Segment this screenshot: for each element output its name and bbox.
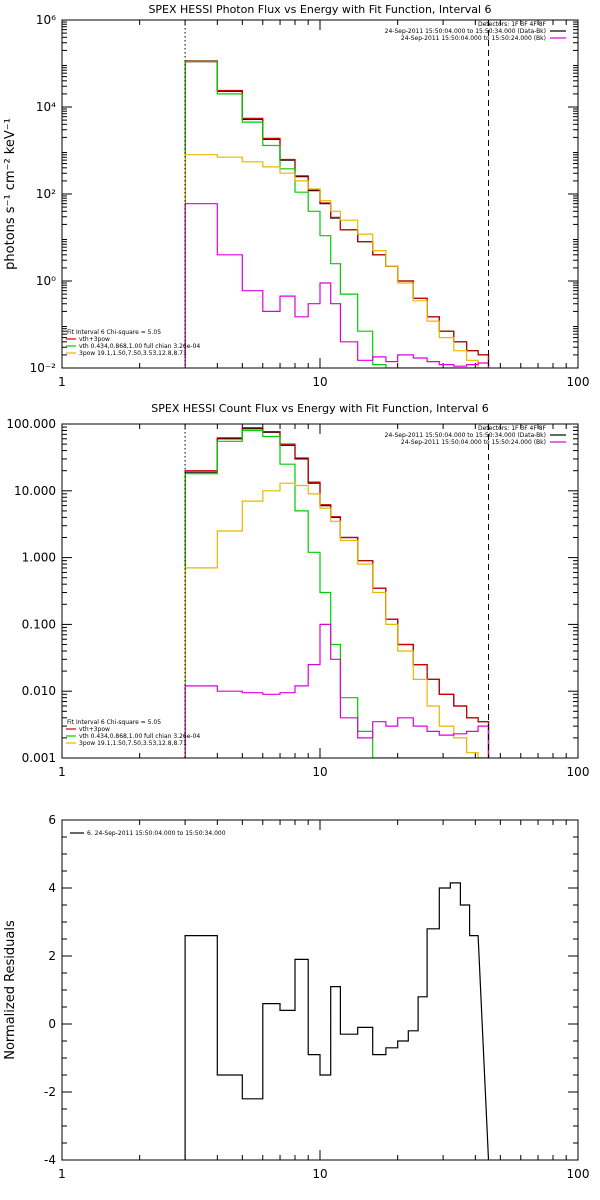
y-tick-label: -2 <box>44 1085 56 1099</box>
legend-top-entry: 24-Sep-2011 15:50:04.000 to 15:50:34.000… <box>385 28 546 35</box>
series-line-3 <box>184 60 489 368</box>
plot-frame <box>61 423 579 759</box>
y-tick-label: 6 <box>48 813 56 827</box>
series-group <box>184 882 490 1160</box>
chart-panel-2: SPEX HESSI Count Flux vs Energy with Fit… <box>6 402 589 779</box>
series-line-1 <box>184 882 490 1160</box>
y-tick-label: 10⁶ <box>36 13 56 27</box>
legend-bottom-entry: 3pow 19.1,1.50,7.50,3.53,12.8,8.71 <box>79 740 187 747</box>
x-tick-label: 1 <box>58 765 66 779</box>
plot-frame <box>61 819 579 1161</box>
legend-bottom-entry: Fit Interval 6 Chi-square = 5.05 <box>67 719 161 726</box>
y-tick-label: 10.000 <box>14 484 56 498</box>
legend-top-entry: 6. 24-Sep-2011 15:50:04.000 to 15:50:34.… <box>87 830 226 837</box>
y-axis-label: Normalized Residuals <box>3 920 18 1060</box>
legend-bottom-entry: vth+3pow <box>79 726 110 733</box>
series-line-4 <box>184 482 489 758</box>
chart-panel-1: SPEX HESSI Photon Flux vs Energy with Fi… <box>3 3 589 389</box>
y-tick-label: 0 <box>48 1017 56 1031</box>
series-line-1 <box>184 428 490 758</box>
series-line-5 <box>184 203 490 368</box>
legend-bottom-entry: Fit Interval 6 Chi-square = 5.05 <box>67 329 161 336</box>
y-tick-label: 10⁴ <box>36 100 56 114</box>
series-group <box>184 427 490 758</box>
plot-frame <box>61 19 579 369</box>
legend-top-entry: 24-Sep-2011 15:50:04.000 to 15:50:34.000… <box>385 432 546 439</box>
legend-bottom-entry: 3pow 19.1,1.50,7.50,3.53,12.8,8.71 <box>79 350 187 357</box>
y-axis-label: photons s⁻¹ cm⁻² keV⁻¹ <box>3 118 18 270</box>
y-tick-label: 100.000 <box>6 417 56 431</box>
legend-bottom-entry: vth 0.434,0.868,1.00 full chian 3.26e-04 <box>79 733 200 740</box>
series-line-2 <box>184 60 490 368</box>
series-line-1 <box>184 61 490 368</box>
y-tick-label: 1.000 <box>22 551 56 565</box>
y-tick-label: 2 <box>48 949 56 963</box>
y-tick-label: 4 <box>48 881 56 895</box>
x-tick-label: 100 <box>567 1167 590 1181</box>
x-tick-label: 10 <box>312 375 327 389</box>
y-tick-label: 10² <box>36 187 56 201</box>
y-tick-label: 10⁻² <box>30 361 57 375</box>
y-tick-label: 0.001 <box>22 751 56 765</box>
y-tick-label: -4 <box>44 1153 56 1167</box>
legend-bottom-entry: vth 0.434,0.868,1.00 full chian 3.26e-04 <box>79 343 200 350</box>
x-tick-label: 100 <box>567 375 590 389</box>
series-group <box>184 60 490 368</box>
series-line-4 <box>184 154 489 368</box>
x-tick-label: 1 <box>58 375 66 389</box>
chart-panel-3: Normalized Residuals 1 10 100 -4 -2 0 2 4 6 6. 24-… <box>3 813 589 1181</box>
legend-bottom-entry: vth+3pow <box>79 336 110 343</box>
y-tick-label: 10⁰ <box>36 274 56 288</box>
legend-top-entry: Detectors: 1F 3F 4F 8F <box>478 425 547 432</box>
legend-top-entry: 24-Sep-2011 15:50:04.000 to 15:50:24.000… <box>401 439 546 446</box>
series-line-5 <box>184 623 490 758</box>
legend-top-entry: Detectors: 1F 3F 4F 8F <box>478 21 547 28</box>
series-line-3 <box>184 429 489 758</box>
x-tick-label: 10 <box>312 765 327 779</box>
chart-title: SPEX HESSI Count Flux vs Energy with Fit… <box>151 402 488 415</box>
chart-title: SPEX HESSI Photon Flux vs Energy with Fi… <box>148 3 491 16</box>
x-tick-label: 10 <box>312 1167 327 1181</box>
series-line-2 <box>184 427 490 758</box>
y-tick-label: 0.100 <box>22 617 56 631</box>
legend-top-entry: 24-Sep-2011 15:50:04.000 to 15:50:24.000… <box>401 35 546 42</box>
x-tick-label: 100 <box>567 765 590 779</box>
y-tick-label: 0.010 <box>22 684 56 698</box>
x-tick-label: 1 <box>58 1167 66 1181</box>
